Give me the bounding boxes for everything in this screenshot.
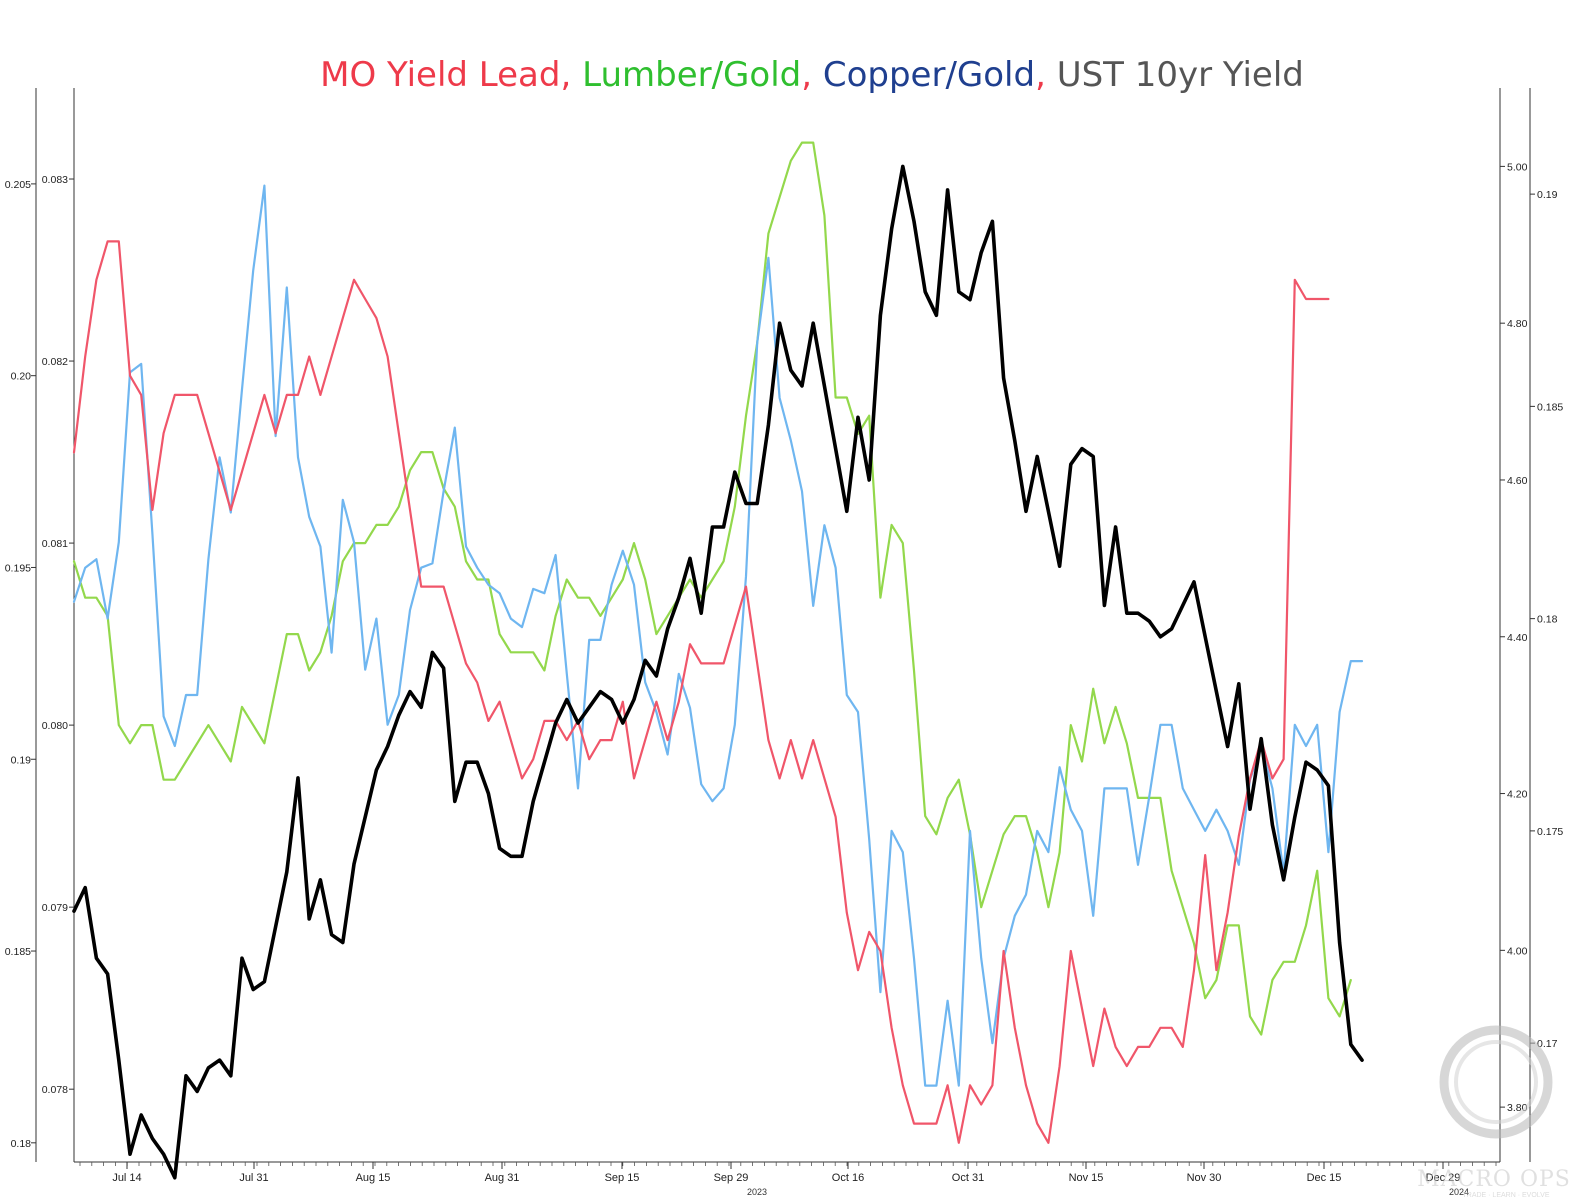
x-year-label: 2023 — [747, 1187, 767, 1197]
left-outer-tick-label: 0.19 — [11, 754, 32, 766]
x-tick-label: Sep 29 — [714, 1172, 749, 1184]
x-tick-label: Aug 15 — [356, 1172, 391, 1184]
chart-title: MO Yield Lead, Lumber/Gold, Copper/Gold,… — [320, 55, 1304, 95]
left-outer-tick-label: 0.18 — [11, 1138, 32, 1150]
axes: 0.18 0.185 0.19 0.195 0.20 0.205 0.078 0.079 0.0… — [5, 88, 1563, 1163]
right-outer-tick-label: 0.18 — [1537, 614, 1558, 626]
series-line-lumber-gold — [72, 141, 1352, 1036]
left-inner-tick-label: 0.079 — [42, 902, 68, 914]
series-line-copper-gold — [72, 184, 1364, 1087]
left-inner-tick-label: 0.078 — [42, 1084, 68, 1096]
left-inner-tick-label: 0.082 — [42, 356, 68, 368]
title-part: , — [1035, 55, 1057, 95]
right-outer-tick-label: 0.175 — [1537, 826, 1563, 838]
x-tick-label: Jul 31 — [239, 1172, 268, 1184]
title-part: MO Yield Lead — [320, 55, 560, 95]
title-part: Copper/Gold — [823, 55, 1035, 95]
watermark-text: MACRO OPS — [1417, 1167, 1571, 1192]
watermark-logo: MACRO OPS TRADE · LEARN · EVOLVE — [1417, 1025, 1571, 1199]
x-tick-label: Nov 15 — [1069, 1172, 1104, 1184]
x-tick-label: Aug 31 — [485, 1172, 520, 1184]
right-inner-tick-label: 4.60 — [1507, 475, 1528, 487]
watermark-ring-inner — [1454, 1040, 1538, 1124]
left-outer-tick-label: 0.185 — [5, 946, 31, 958]
x-axis: Jul 14 Jul 31 Aug 15 Aug 31 Sep 15 Sep 29 Oct … — [79, 1162, 1497, 1197]
series-line-ust-10yr-yield — [72, 164, 1364, 1180]
x-tick-label: Nov 30 — [1187, 1172, 1222, 1184]
right-inner-tick-label: 4.20 — [1507, 789, 1528, 801]
right-outer-tick-label: 0.185 — [1537, 401, 1563, 413]
title-part: , — [801, 55, 823, 95]
series-lines — [72, 141, 1364, 1180]
x-tick-label: Dec 29 — [1426, 1172, 1461, 1184]
left-inner-tick-label: 0.080 — [42, 720, 68, 732]
right-inner-tick-label: 5.00 — [1507, 161, 1528, 173]
x-tick-label: Dec 15 — [1307, 1172, 1342, 1184]
right-outer-tick-label: 0.17 — [1537, 1038, 1558, 1050]
left-inner-tick-label: 0.081 — [42, 538, 68, 550]
left-outer-tick-label: 0.20 — [11, 371, 32, 383]
watermark-ring — [1439, 1025, 1553, 1139]
x-tick-label: Oct 31 — [952, 1172, 984, 1184]
x-tick-label: Oct 16 — [832, 1172, 864, 1184]
series-line-mo-yield-lead — [72, 240, 1330, 1144]
title-part: UST 10yr Yield — [1057, 55, 1304, 95]
left-inner-tick-label: 0.083 — [42, 174, 68, 186]
x-tick-label: Jul 14 — [112, 1172, 141, 1184]
left-outer-tick-label: 0.195 — [5, 562, 31, 574]
watermark-tagline: TRADE · LEARN · EVOLVE — [1462, 1192, 1549, 1199]
right-inner-tick-label: 4.00 — [1507, 945, 1528, 957]
left-outer-tick-label: 0.205 — [5, 179, 31, 191]
title-part: , — [560, 55, 582, 95]
right-inner-tick-label: 4.40 — [1507, 632, 1528, 644]
x-year-label: 2024 — [1449, 1187, 1469, 1197]
x-tick-label: Sep 15 — [605, 1172, 640, 1184]
right-outer-tick-label: 0.19 — [1537, 189, 1558, 201]
title-part: Lumber/Gold — [582, 55, 801, 95]
right-inner-tick-label: 4.80 — [1507, 318, 1528, 330]
